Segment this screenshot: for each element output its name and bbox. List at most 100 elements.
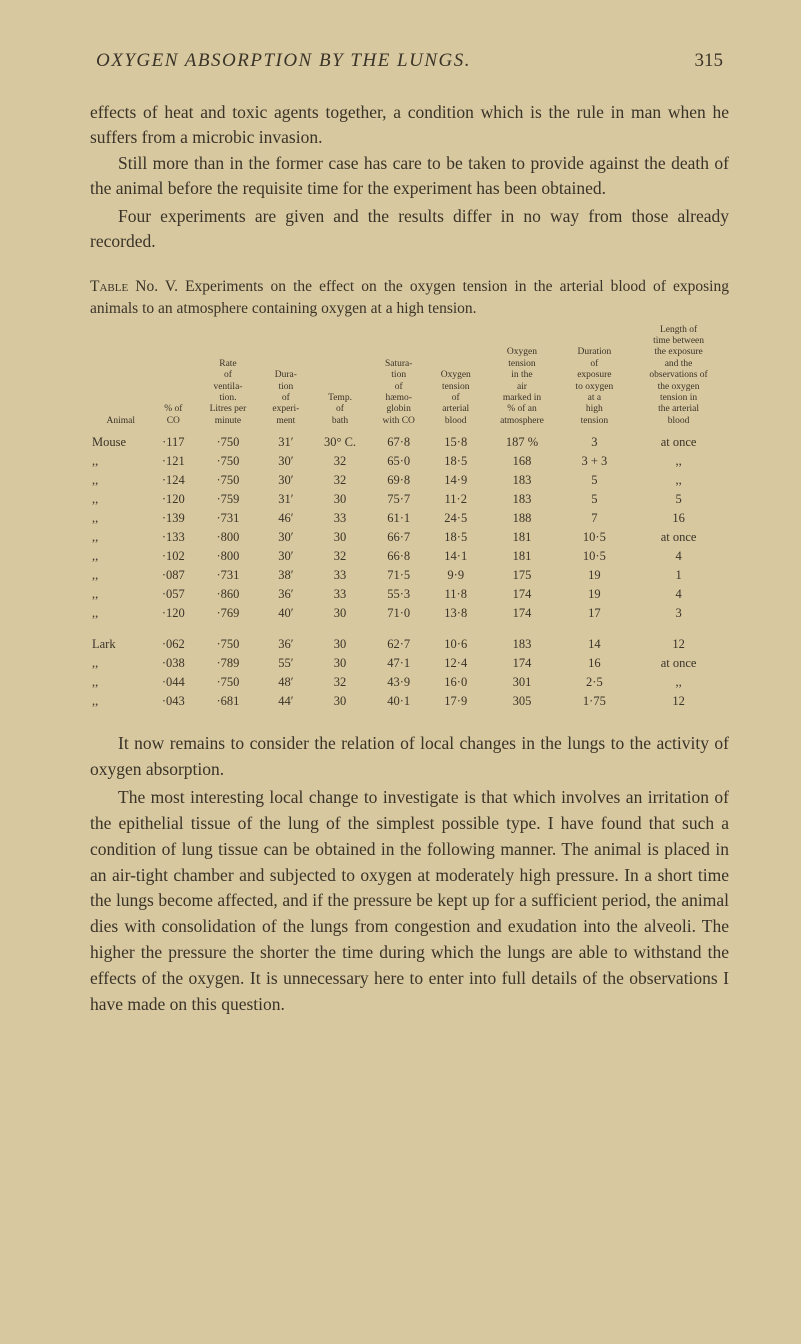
table-cell: 14 [561, 623, 629, 654]
table-cell: ·860 [195, 585, 261, 604]
table-cell: 65·0 [369, 452, 428, 471]
table-cell: 4 [628, 585, 729, 604]
table-cell: ·087 [152, 566, 196, 585]
table-row: ,,·133·80030′3066·718·518110·5at once [90, 528, 729, 547]
table-cell: 183 [483, 623, 560, 654]
table-cell: ,, [90, 490, 152, 509]
table-header-cell: Animal [90, 324, 152, 434]
table-cell: 62·7 [369, 623, 428, 654]
intro-block: effects of heat and toxic agents togethe… [90, 100, 729, 254]
table-cell: 18·5 [428, 528, 483, 547]
table-cell: 40′ [261, 604, 311, 623]
table-row: ,,·124·75030′3269·814·91835,, [90, 471, 729, 490]
table-cell: 9·9 [428, 566, 483, 585]
table-cell: 40·1 [369, 692, 428, 711]
table-cell: 33 [311, 509, 369, 528]
table-cell: 32 [311, 547, 369, 566]
table-header-cell: % ofCO [152, 324, 196, 434]
table-cell: 66·7 [369, 528, 428, 547]
table-cell: ,, [90, 452, 152, 471]
table-cell: 55·3 [369, 585, 428, 604]
table-cell: ·120 [152, 490, 196, 509]
table-cell: 7 [561, 509, 629, 528]
table-cell: 5 [561, 471, 629, 490]
table-cell: 10·5 [561, 528, 629, 547]
table-cell: 33 [311, 566, 369, 585]
table-cell: ·750 [195, 623, 261, 654]
outro-p1: It now remains to consider the relation … [90, 731, 729, 783]
table-cell: 3 [628, 604, 729, 623]
table-cell: 183 [483, 490, 560, 509]
outro-block: It now remains to consider the relation … [90, 731, 729, 1018]
table-cell: 1 [628, 566, 729, 585]
table-cell: 31′ [261, 433, 311, 452]
table-cell: 30 [311, 623, 369, 654]
table-cell: 30 [311, 490, 369, 509]
table-cell: 17 [561, 604, 629, 623]
table-cell: 181 [483, 528, 560, 547]
table-cell: 15·8 [428, 433, 483, 452]
table-cell: 55′ [261, 654, 311, 673]
table-cell: 69·8 [369, 471, 428, 490]
table-cell: 47·1 [369, 654, 428, 673]
table-cell: ·133 [152, 528, 196, 547]
table-cell: 16 [628, 509, 729, 528]
table-cell: 36′ [261, 623, 311, 654]
table-cell: ,, [90, 528, 152, 547]
table-cell: 301 [483, 673, 560, 692]
table-header-cell: Durationofexposureto oxygenat ahightensi… [561, 324, 629, 434]
table-cell: ,, [90, 604, 152, 623]
table-cell: 11·2 [428, 490, 483, 509]
table-cell: ·750 [195, 452, 261, 471]
intro-p1: effects of heat and toxic agents togethe… [90, 100, 729, 151]
table-cell: 4 [628, 547, 729, 566]
table-cell: ,, [90, 692, 152, 711]
data-table: Animal% ofCORateofventila-tion.Litres pe… [90, 324, 729, 712]
table-cell: ,, [90, 547, 152, 566]
table-cell: 19 [561, 585, 629, 604]
table-cell: 61·1 [369, 509, 428, 528]
table-cell: 12·4 [428, 654, 483, 673]
table-cell: ·057 [152, 585, 196, 604]
table-row: ,,·038·78955′3047·112·417416at once [90, 654, 729, 673]
table-cell: 43·9 [369, 673, 428, 692]
table-caption-rest: No. V. Experiments on the effect on the … [90, 278, 729, 317]
table-cell: ·681 [195, 692, 261, 711]
table-row: ,,·139·73146′3361·124·5188716 [90, 509, 729, 528]
table-header-cell: Temp.ofbath [311, 324, 369, 434]
table-cell: 3 [561, 433, 629, 452]
table-cell: 44′ [261, 692, 311, 711]
table-cell: 175 [483, 566, 560, 585]
table-header-row: Animal% ofCORateofventila-tion.Litres pe… [90, 324, 729, 434]
table-cell: ·750 [195, 673, 261, 692]
table-cell: ,, [90, 471, 152, 490]
table-cell: 17·9 [428, 692, 483, 711]
table-cell: 13·8 [428, 604, 483, 623]
table-cell: ,, [90, 566, 152, 585]
table-cell: 16 [561, 654, 629, 673]
table-row: ,,·087·73138′3371·59·9175191 [90, 566, 729, 585]
table-header-cell: Dura-tionofexperi-ment [261, 324, 311, 434]
table-cell: at once [628, 528, 729, 547]
table-cell: 181 [483, 547, 560, 566]
table-row: ,,·120·76940′3071·013·8174173 [90, 604, 729, 623]
table-cell: ·800 [195, 528, 261, 547]
table-cell: 2·5 [561, 673, 629, 692]
table-cell: 66·8 [369, 547, 428, 566]
table-cell: 32 [311, 673, 369, 692]
table-cell: ·102 [152, 547, 196, 566]
table-cell: Mouse [90, 433, 152, 452]
table-cell: ,, [628, 452, 729, 471]
intro-p2: Still more than in the former case has c… [90, 151, 729, 202]
table-cell: 30 [311, 528, 369, 547]
table-cell: 32 [311, 471, 369, 490]
table-header-cell: Oxygentensionin theairmarked in% of anat… [483, 324, 560, 434]
table-cell: 30 [311, 692, 369, 711]
table-cell: at once [628, 654, 729, 673]
table-cell: ·038 [152, 654, 196, 673]
table-cell: ,, [90, 585, 152, 604]
table-cell: 12 [628, 623, 729, 654]
intro-p3: Four experiments are given and the resul… [90, 204, 729, 255]
table-cell: ·062 [152, 623, 196, 654]
table-cell: 30′ [261, 452, 311, 471]
